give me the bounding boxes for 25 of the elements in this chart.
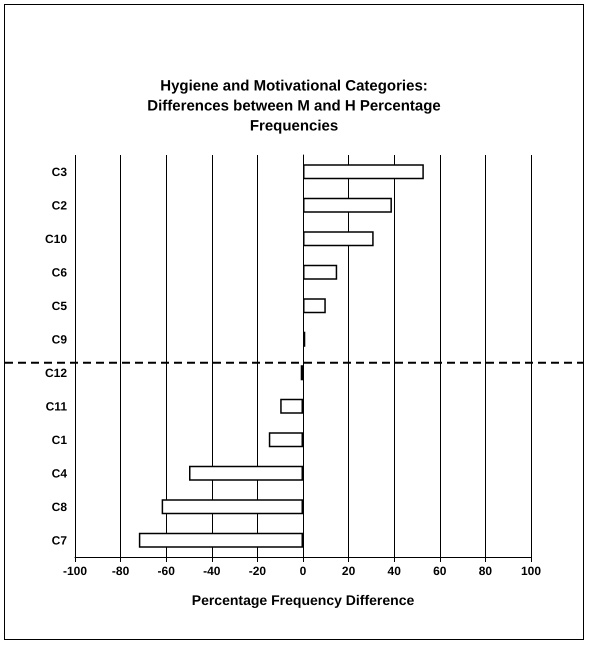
x-tick-label: 60: [433, 564, 447, 578]
x-tick-label: -40: [203, 564, 221, 578]
x-tick-label: 20: [342, 564, 356, 578]
y-tick-label: C5: [52, 298, 68, 313]
y-tick-label: C11: [46, 399, 68, 414]
x-tick-label: -80: [112, 564, 130, 578]
x-tick-label: -100: [62, 564, 88, 578]
x-tick-label: 80: [478, 564, 492, 578]
y-tick-label: C2: [52, 198, 68, 212]
y-tick-label: C3: [52, 164, 68, 179]
y-tick-label: C4: [52, 466, 68, 480]
y-tick-label: C6: [52, 265, 68, 280]
y-tick-label: C1: [52, 432, 68, 447]
chart-title: Hygiene and Motivational Categories: Differences between M and H Percentage Frequencies: [147, 78, 441, 134]
y-tick-label: C9: [52, 332, 68, 346]
y-tick-label: C7: [52, 533, 68, 548]
y-tick-label: C8: [52, 500, 68, 514]
x-tick-label: -60: [158, 564, 176, 578]
x-tick-label: 100: [520, 564, 542, 578]
x-tick-label: 0: [300, 564, 307, 578]
y-tick-label: C10: [44, 232, 68, 246]
x-tick-label: 40: [388, 564, 402, 578]
x-tick-label: -20: [248, 564, 266, 578]
y-tick-label: C12: [44, 366, 68, 380]
x-axis-title: Percentage Frequency Difference: [192, 592, 414, 608]
